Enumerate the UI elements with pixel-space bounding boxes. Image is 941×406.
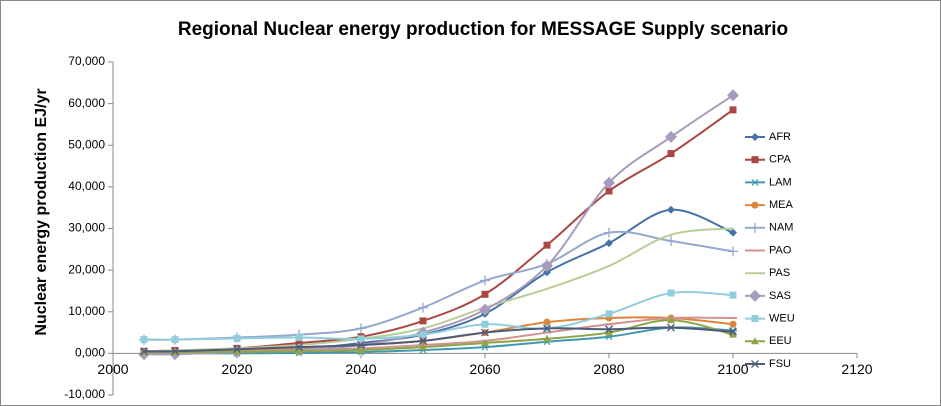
marker xyxy=(140,347,148,356)
y-tick-label: 60,000 xyxy=(68,96,105,110)
marker xyxy=(481,320,489,328)
y-axis-title: Nuclear energy production EJ/yr xyxy=(33,88,50,335)
marker xyxy=(729,291,737,299)
marker xyxy=(543,334,551,342)
x-tick-label: 2080 xyxy=(593,361,624,377)
marker xyxy=(729,327,737,336)
marker xyxy=(357,335,365,343)
marker xyxy=(667,205,675,214)
marker xyxy=(728,246,738,257)
marker xyxy=(604,227,614,238)
x-tick-label: 2020 xyxy=(221,361,252,377)
marker xyxy=(419,336,427,345)
marker xyxy=(357,341,365,350)
marker xyxy=(751,315,759,323)
marker xyxy=(605,187,613,195)
legend-label: PAS xyxy=(769,267,790,279)
legend-label: CPA xyxy=(769,154,791,166)
marker xyxy=(605,328,613,336)
marker xyxy=(140,336,148,344)
marker xyxy=(608,264,610,267)
marker xyxy=(233,334,241,342)
legend-label: PAO xyxy=(769,244,792,256)
marker xyxy=(233,347,241,355)
marker xyxy=(481,338,489,346)
y-tick-label: -10,000 xyxy=(64,387,105,401)
marker xyxy=(667,150,675,158)
marker xyxy=(541,259,553,272)
marker xyxy=(480,275,490,286)
marker xyxy=(479,303,491,316)
marker xyxy=(543,268,551,277)
legend-label: LAM xyxy=(769,176,792,188)
marker xyxy=(727,89,739,102)
marker xyxy=(356,323,366,334)
legend-label: FSU xyxy=(769,358,791,370)
y-tick-label: 0,000 xyxy=(75,346,105,360)
x-tick-label: 2100 xyxy=(717,361,748,377)
marker xyxy=(729,106,737,114)
marker xyxy=(729,320,737,328)
marker xyxy=(543,318,551,326)
legend-label: NAM xyxy=(769,222,793,234)
marker xyxy=(667,316,675,324)
marker xyxy=(481,290,489,298)
marker xyxy=(546,287,548,290)
y-tick-label: 50,000 xyxy=(68,137,105,151)
marker xyxy=(732,227,734,230)
marker xyxy=(171,347,179,356)
marker xyxy=(605,325,613,334)
x-tick-label: 2120 xyxy=(841,361,872,377)
marker xyxy=(751,178,759,186)
marker xyxy=(603,176,615,189)
marker xyxy=(295,343,303,352)
marker xyxy=(670,233,672,236)
y-tick-label: 10,000 xyxy=(68,304,105,318)
marker xyxy=(751,337,759,345)
x-tick-label: 2000 xyxy=(97,361,128,377)
marker xyxy=(233,345,241,354)
marker xyxy=(419,343,427,351)
legend-label: SAS xyxy=(769,290,791,302)
marker xyxy=(295,339,303,347)
chart-title: Regional Nuclear energy production for M… xyxy=(178,19,788,40)
marker xyxy=(751,156,759,164)
y-tick-label: 30,000 xyxy=(68,221,105,235)
legend-label: EEU xyxy=(769,335,792,347)
marker xyxy=(665,130,677,143)
marker xyxy=(543,324,551,333)
marker xyxy=(605,310,613,318)
legend-label: WEU xyxy=(769,313,795,325)
legend-label: AFR xyxy=(769,131,791,143)
marker xyxy=(419,331,427,339)
marker xyxy=(750,222,760,233)
marker xyxy=(667,323,675,332)
legend-label: MEA xyxy=(769,199,794,211)
y-tick-label: 70,000 xyxy=(68,54,105,68)
marker xyxy=(605,239,613,248)
marker xyxy=(666,235,676,246)
marker xyxy=(749,289,761,302)
y-tick-label: 20,000 xyxy=(68,262,105,276)
marker xyxy=(357,346,365,354)
y-tick-label: 40,000 xyxy=(68,179,105,193)
marker xyxy=(751,133,759,141)
marker xyxy=(295,334,303,342)
marker xyxy=(418,302,428,313)
x-tick-label: 2060 xyxy=(469,361,500,377)
marker xyxy=(419,317,427,325)
marker xyxy=(729,228,737,237)
marker xyxy=(729,330,737,338)
marker xyxy=(543,241,551,249)
marker xyxy=(295,347,303,355)
marker xyxy=(754,272,756,275)
marker xyxy=(667,289,675,297)
marker xyxy=(751,360,759,368)
marker xyxy=(171,336,179,344)
marker xyxy=(751,201,759,209)
x-tick-label: 2040 xyxy=(345,361,376,377)
marker xyxy=(481,328,489,337)
